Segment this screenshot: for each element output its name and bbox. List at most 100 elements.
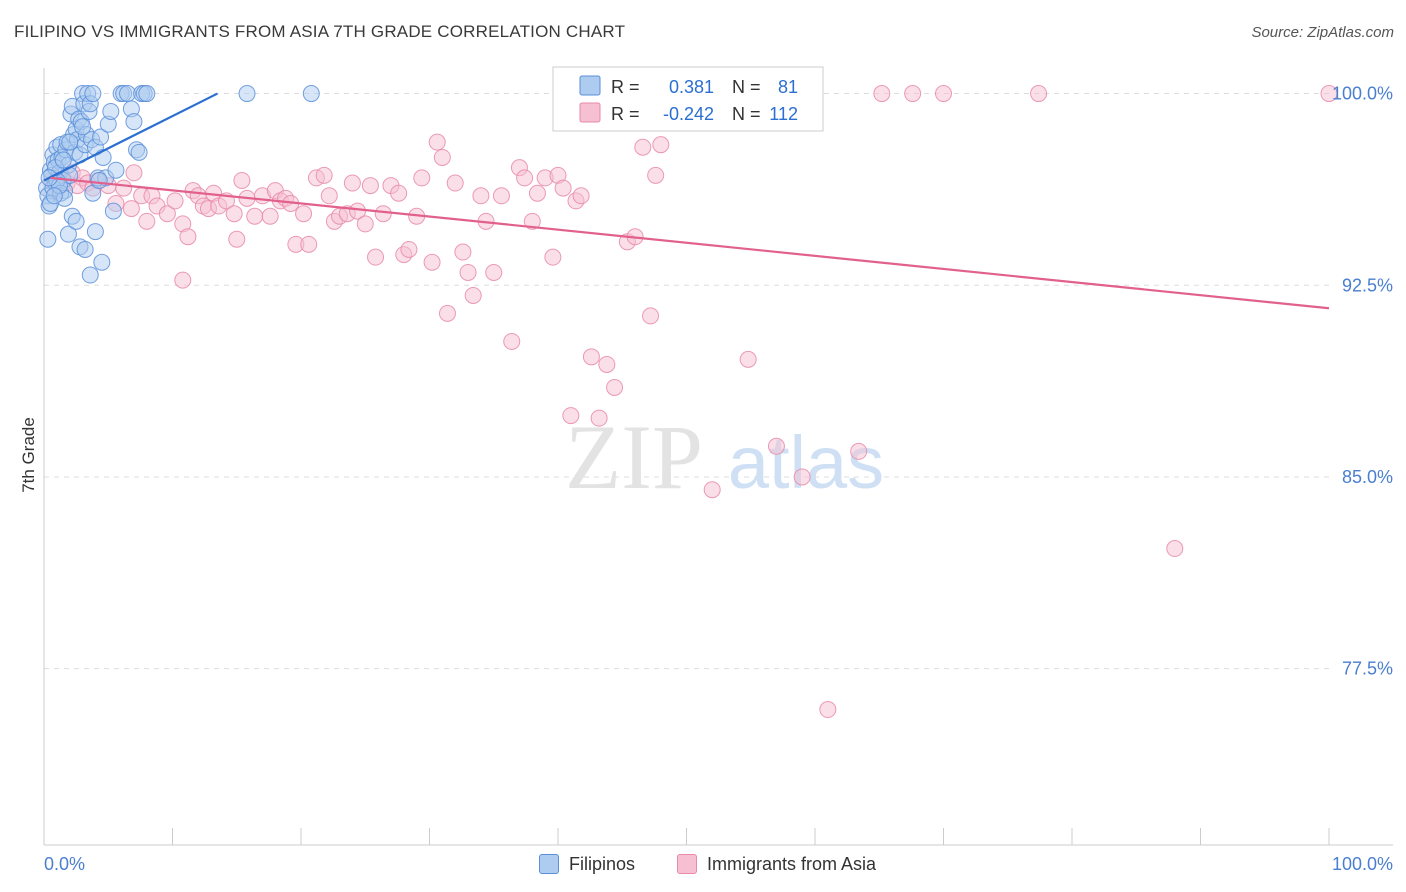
asia-trend-line [50,176,1330,310]
asia-point-76 [516,169,534,187]
asia-point-34 [246,207,264,225]
stats-n-label-pink: N = [732,104,761,124]
asia-point-65 [438,304,456,322]
stats-swatch-pink [579,102,601,123]
asia-point-83 [562,407,580,425]
asia-point-92 [634,138,652,156]
legend-swatch-blue [539,854,559,874]
chart-title: FILIPINO VS IMMIGRANTS FROM ASIA 7TH GRA… [14,22,626,41]
filipino-point-78 [74,118,92,136]
asia-point-68 [459,263,477,281]
stats-n-value-pink: 112 [769,104,798,124]
asia-point-103 [850,442,868,460]
filipino-point-66 [76,240,94,258]
filipino-point-75 [238,85,256,103]
legend-filipinos[interactable]: Filipinos [539,852,635,876]
asia-point-107 [1030,85,1048,103]
asia-point-78 [528,184,546,202]
filipino-point-44 [104,202,122,220]
y-tick-labels: 77.5% 85.0% 92.5% 100.0% [1332,84,1393,679]
asia-point-59 [400,240,418,258]
asia-point-13 [122,200,140,218]
asia-point-42 [295,205,313,223]
stats-r-label-pink: R = [611,104,640,124]
asia-point-19 [158,205,176,223]
asia-point-55 [374,205,392,223]
asia-point-69 [464,286,482,304]
filipino-point-76 [302,85,320,103]
asia-point-20 [166,192,184,210]
watermark-atlas: atlas [728,421,884,504]
asia-point-100 [767,437,785,455]
filipino-point-48 [119,85,137,103]
filipino-point-80 [45,187,63,205]
filipino-point-71 [90,171,108,189]
filipino-point-39 [92,128,110,146]
filipino-point-43 [102,102,120,120]
filipino-point-55 [138,85,156,103]
asia-point-63 [428,133,446,151]
filipino-point-45 [107,161,125,179]
asia-point-16 [138,212,156,230]
legend-asia[interactable]: Immigrants from Asia [677,852,876,876]
asia-point-110 [174,271,192,289]
asia-point-70 [472,187,490,205]
filipino-point-77 [61,133,79,151]
asia-point-108 [1166,540,1184,558]
stats-n-value-blue: 81 [778,77,798,97]
filipino-point-69 [93,253,111,271]
stats-r-value-pink: -0.242 [663,104,714,124]
asia-point-54 [367,248,385,266]
asia-point-74 [503,332,521,350]
asia-point-77 [523,212,541,230]
legend-swatch-pink [677,854,697,874]
filipino-point-50 [125,113,143,131]
legend-label-filipinos: Filipinos [569,853,636,874]
asia-point-45 [315,166,333,184]
y-tick-label-0: 77.5% [1342,659,1393,679]
asia-point-93 [642,307,660,325]
stats-swatch-blue [579,75,601,96]
asia-point-53 [361,177,379,195]
asia-point-14 [125,164,143,182]
asia-point-87 [590,409,608,427]
asia-point-61 [413,169,431,187]
stats-n-label-blue: N = [732,77,761,97]
asia-point-105 [904,85,922,103]
x-tick-label-min: 0.0% [44,854,85,874]
stats-r-value-blue: 0.381 [669,77,714,97]
y-tick-label-2: 92.5% [1342,275,1393,295]
asia-point-36 [261,207,279,225]
filipino-point-67 [81,266,99,284]
filipino-point-56 [39,230,57,248]
asia-point-30 [225,205,243,223]
asia-point-50 [343,174,361,192]
axes [43,68,1393,846]
asia-point-46 [320,187,338,205]
asia-point-12 [115,179,133,197]
filipino-point-62 [59,225,77,243]
stats-legend-box: R = 0.381 N = 81 R = -0.242 N = 112 [552,66,824,132]
asia-point-72 [485,263,503,281]
asia-points [43,85,1338,719]
asia-point-73 [492,187,510,205]
asia-point-102 [819,701,837,719]
asia-point-22 [179,228,197,246]
asia-point-67 [454,243,472,261]
asia-point-64 [433,148,451,166]
y-tick-label-1: 85.0% [1342,467,1393,487]
asia-point-57 [390,184,408,202]
asia-point-43 [300,235,318,253]
asia-point-101 [793,468,811,486]
source-credit: Source: ZipAtlas.com [1251,24,1394,41]
filipino-point-36 [84,85,102,103]
asia-point-94 [647,166,665,184]
y-tick-label-3: 100.0% [1332,84,1393,104]
filipino-point-68 [86,223,104,241]
asia-point-109 [1320,85,1338,103]
asia-point-86 [582,348,600,366]
asia-point-106 [935,85,952,103]
asia-point-104 [873,85,891,103]
filipino-point-79 [54,151,72,169]
